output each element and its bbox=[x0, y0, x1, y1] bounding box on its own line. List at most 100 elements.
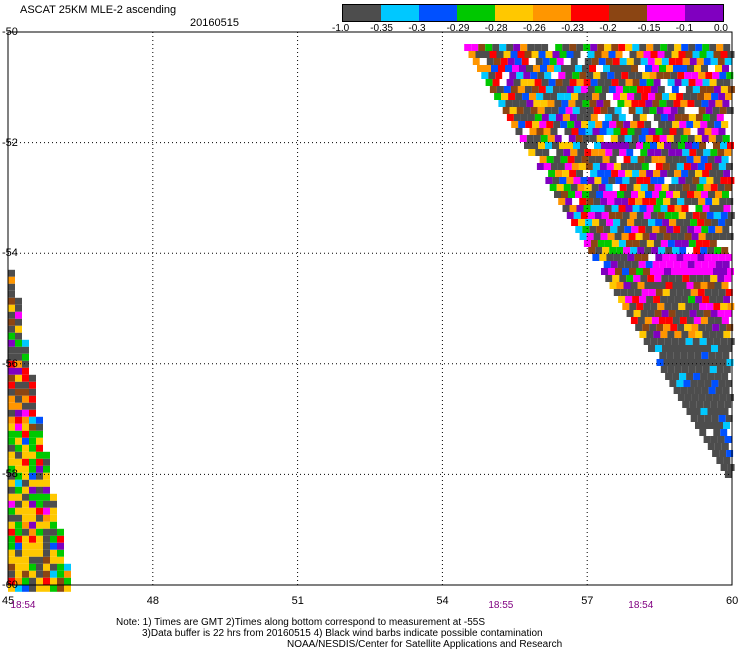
swath-cell bbox=[578, 93, 586, 100]
swath-cell bbox=[654, 58, 662, 65]
swath-cell bbox=[43, 472, 50, 480]
swath-cell bbox=[695, 79, 703, 86]
swath-cell bbox=[599, 93, 607, 100]
swath-cell bbox=[714, 443, 722, 450]
swath-cell bbox=[717, 149, 725, 156]
swath-cell bbox=[707, 156, 715, 163]
swath-cell bbox=[597, 240, 605, 247]
swath-cell bbox=[652, 100, 660, 107]
swath-cell bbox=[522, 93, 530, 100]
swath-cell bbox=[675, 310, 683, 317]
swath-cell bbox=[686, 373, 694, 380]
swath-cell bbox=[575, 226, 583, 233]
swath-cell bbox=[562, 79, 570, 86]
swath-cell bbox=[610, 135, 618, 142]
x-tick-label: 51 bbox=[291, 595, 304, 607]
swath-cell bbox=[704, 415, 712, 422]
swath-cell bbox=[653, 114, 661, 121]
swath-cell bbox=[36, 514, 43, 522]
swath-cell bbox=[659, 135, 667, 142]
swath-cell bbox=[534, 44, 542, 51]
swath-cell bbox=[523, 107, 531, 114]
swath-cell bbox=[8, 290, 15, 298]
swath-cell bbox=[635, 198, 643, 205]
swath-cell bbox=[590, 205, 598, 212]
swath-cell bbox=[538, 142, 545, 149]
swath-cell bbox=[674, 205, 682, 212]
swath-cell bbox=[15, 563, 22, 571]
swath-cell bbox=[540, 65, 547, 72]
swath-cell bbox=[679, 121, 687, 128]
swath-cell bbox=[694, 387, 702, 394]
swath-cell bbox=[15, 437, 22, 445]
swath-cell bbox=[36, 430, 43, 438]
swath-cell bbox=[699, 177, 707, 184]
swath-cell bbox=[691, 107, 699, 114]
swath-cell bbox=[684, 359, 692, 366]
swath-cell bbox=[696, 149, 704, 156]
swath-cell bbox=[590, 170, 598, 177]
swath-cell bbox=[675, 149, 683, 156]
swath-cell bbox=[636, 303, 644, 310]
swath-cell bbox=[677, 324, 685, 331]
swath-cell bbox=[718, 219, 726, 226]
swath-cell bbox=[648, 128, 656, 135]
swath-cell bbox=[526, 65, 533, 72]
swath-cell bbox=[562, 114, 570, 121]
swath-cell bbox=[503, 86, 511, 93]
swath-cell bbox=[15, 444, 22, 452]
swath-cell bbox=[603, 261, 611, 268]
swath-cell bbox=[587, 51, 595, 58]
swath-cell bbox=[665, 247, 673, 254]
swath-cell bbox=[686, 156, 694, 163]
swath-cell bbox=[702, 170, 710, 177]
swath-cell bbox=[22, 367, 29, 375]
swath-cell bbox=[680, 387, 688, 394]
swath-cell bbox=[638, 191, 645, 198]
swath-cell bbox=[704, 380, 712, 387]
swath-cell bbox=[678, 212, 686, 219]
swath-cell bbox=[678, 51, 686, 58]
swath-cell bbox=[8, 423, 15, 431]
swath-cell bbox=[524, 86, 532, 93]
swath-cell bbox=[664, 86, 672, 93]
swath-cell bbox=[678, 177, 686, 184]
swath-cell bbox=[549, 149, 557, 156]
swath-cell bbox=[615, 51, 623, 58]
swath-cell bbox=[590, 79, 598, 86]
swath-cell bbox=[29, 500, 36, 508]
swath-cell bbox=[664, 303, 672, 310]
swath-cell bbox=[620, 163, 628, 170]
swath-cell bbox=[569, 114, 577, 121]
swath-cell bbox=[663, 107, 671, 114]
swath-cell bbox=[533, 65, 540, 72]
swath-cell bbox=[713, 51, 721, 58]
swath-cell bbox=[8, 325, 15, 333]
swath-cell bbox=[582, 226, 590, 233]
note-line-3: NOAA/NESDIS/Center for Satellite Applica… bbox=[287, 639, 563, 650]
swath-cell bbox=[662, 289, 670, 296]
swath-cell bbox=[550, 93, 558, 100]
swath-cell bbox=[534, 79, 542, 86]
swath-cell bbox=[568, 100, 576, 107]
swath-cell bbox=[683, 93, 691, 100]
swath-cell bbox=[563, 58, 571, 65]
swath-cell bbox=[686, 121, 694, 128]
swath-cell bbox=[598, 184, 606, 191]
swath-cell bbox=[605, 184, 613, 191]
swath-cell bbox=[592, 163, 600, 170]
swath-cell bbox=[591, 58, 599, 65]
swath-cell bbox=[649, 233, 657, 240]
swath-cell bbox=[629, 142, 636, 149]
swath-cell bbox=[552, 51, 560, 58]
swath-cell bbox=[628, 233, 636, 240]
swath-cell bbox=[648, 345, 655, 352]
swath-cell bbox=[568, 65, 575, 72]
swath-cell bbox=[693, 282, 701, 289]
swath-cell bbox=[625, 79, 633, 86]
swath-cell bbox=[50, 570, 57, 578]
swath-cell bbox=[532, 156, 540, 163]
swath-cell bbox=[610, 65, 617, 72]
swath-cell bbox=[639, 296, 647, 303]
swath-cell bbox=[563, 184, 571, 191]
